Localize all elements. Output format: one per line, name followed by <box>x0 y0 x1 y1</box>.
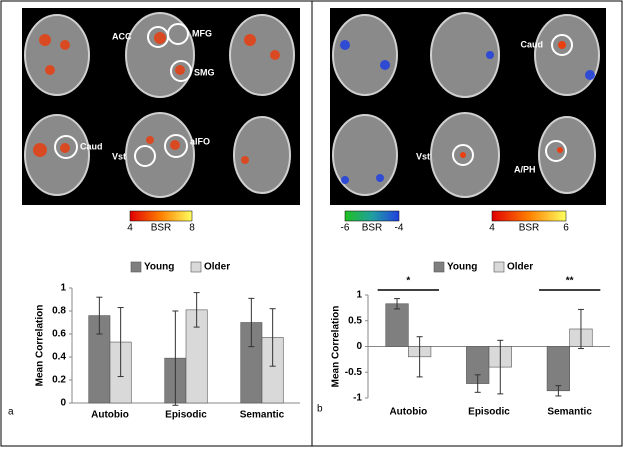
y-tick-label: -0.5 <box>345 367 363 378</box>
legend-swatch <box>130 261 142 273</box>
colorbar <box>129 210 193 222</box>
x-tick-label: Episodic <box>468 407 510 418</box>
panel-letter: b <box>317 404 323 415</box>
colorbar-max: 8 <box>189 223 195 234</box>
y-tick-label: 0.6 <box>52 329 66 340</box>
y-tick-label: 0.5 <box>348 315 362 326</box>
brain-label: A/PH <box>514 164 536 174</box>
legend-label: Older <box>204 262 230 273</box>
y-tick-label: -1 <box>353 393 362 404</box>
colorbar-max: -4 <box>395 223 404 234</box>
colorbar-min: 4 <box>489 223 495 234</box>
x-tick-label: Episodic <box>165 410 207 421</box>
y-tick-label: 1 <box>60 283 66 294</box>
legend-swatch <box>493 261 505 273</box>
colorbar-min: 4 <box>127 223 133 234</box>
legend-label: Older <box>507 262 533 273</box>
brain-label: Vst <box>112 151 126 161</box>
colorbar-min: -6 <box>341 223 350 234</box>
brain-image-b: Caud Vst A/PH <box>330 8 606 205</box>
brain-label: ACC <box>112 31 132 41</box>
y-tick-label: 0.4 <box>52 352 66 363</box>
legend-swatch <box>433 261 445 273</box>
y-tick-label: 1 <box>356 290 362 301</box>
panel-letter: a <box>8 407 14 418</box>
y-axis-title: Mean Correlation <box>331 306 342 388</box>
y-axis-title: Mean Correlation <box>35 305 46 387</box>
significance-label: * <box>406 276 410 287</box>
x-tick-label: Semantic <box>240 410 285 421</box>
brain-label: aIFO <box>190 136 210 146</box>
brain-label: SMG <box>194 67 215 77</box>
y-tick-label: 0.2 <box>52 375 66 386</box>
legend-label: Young <box>447 262 477 273</box>
colorbar <box>491 210 567 222</box>
y-tick-label: 0 <box>356 341 362 352</box>
legend-swatch <box>190 261 202 273</box>
colorbar-max: 6 <box>563 223 569 234</box>
colorbar <box>344 210 400 222</box>
colorbar-label: BSR <box>151 223 172 234</box>
x-tick-label: Semantic <box>547 407 592 418</box>
x-tick-label: Autobio <box>389 407 427 418</box>
bar <box>546 346 570 392</box>
y-tick-label: 0.8 <box>52 306 66 317</box>
y-tick-label: 0 <box>60 398 66 409</box>
significance-label: ** <box>566 276 574 287</box>
colorbar-label: BSR <box>362 223 383 234</box>
brain-label: Vst <box>416 151 430 161</box>
brain-image-a: ACC MFG SMG Caud Vst aIFO <box>22 8 300 205</box>
bar <box>385 303 409 347</box>
brain-label: MFG <box>192 28 212 38</box>
brain-label: Caud <box>521 39 544 49</box>
brain-label: Caud <box>80 141 103 151</box>
colorbar-label: BSR <box>519 223 540 234</box>
x-tick-label: Autobio <box>91 410 129 421</box>
legend-label: Young <box>144 262 174 273</box>
